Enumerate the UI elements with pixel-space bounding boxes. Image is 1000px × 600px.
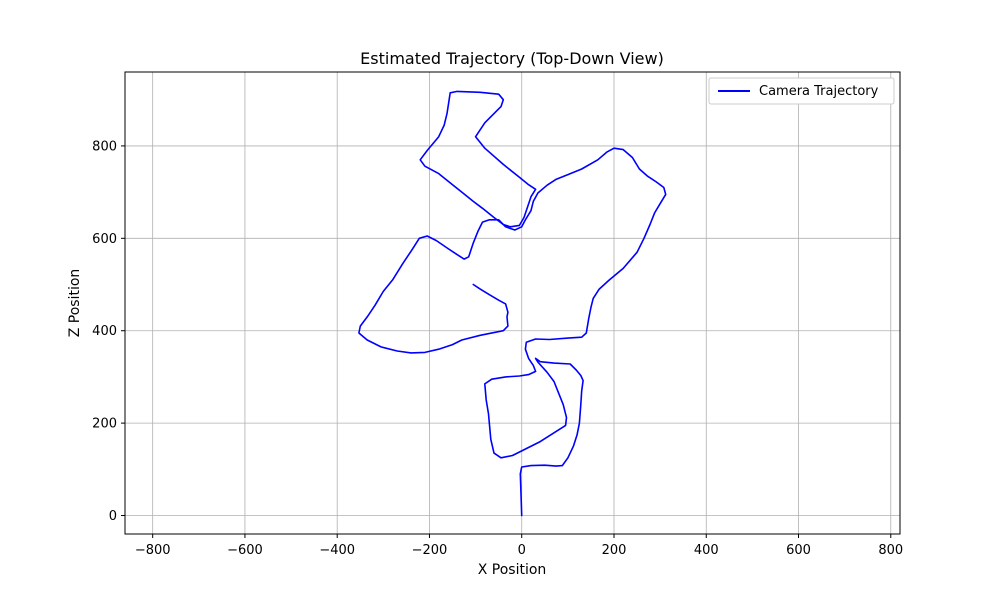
y-tick-label: 600 (92, 232, 117, 247)
y-tick-label: 200 (92, 417, 117, 432)
x-tick-label: 800 (878, 543, 903, 558)
x-tick-label: 400 (694, 543, 719, 558)
x-tick-label: 200 (602, 543, 627, 558)
x-tick-label: 0 (518, 543, 526, 558)
plot-frame (124, 71, 901, 535)
x-tick-label: −600 (227, 543, 263, 558)
x-tick-label: −400 (319, 543, 355, 558)
chart-title: Estimated Trajectory (Top-Down View) (360, 49, 664, 68)
legend-box (708, 77, 895, 105)
x-tick-label: −200 (412, 543, 448, 558)
legend-label: Camera Trajectory (759, 84, 879, 99)
x-tick-label: 600 (786, 543, 811, 558)
legend: Camera Trajectory (708, 77, 895, 105)
grid (125, 72, 900, 534)
x-axis-label: X Position (478, 562, 547, 578)
y-tick-label: 800 (92, 139, 117, 154)
series-layer (358, 90, 667, 517)
trajectory-line-segment-2 (419, 90, 537, 228)
y-tick-label: 400 (92, 324, 117, 339)
y-tick-label: 0 (109, 509, 117, 524)
x-tick-label: −800 (135, 543, 171, 558)
y-axis-label: Z Position (67, 269, 83, 338)
trajectory-line-segment-1 (358, 147, 667, 517)
ticks: −800 −600 −400 −200 0 200 400 600 800 0 200 400 600 8… (92, 139, 903, 558)
